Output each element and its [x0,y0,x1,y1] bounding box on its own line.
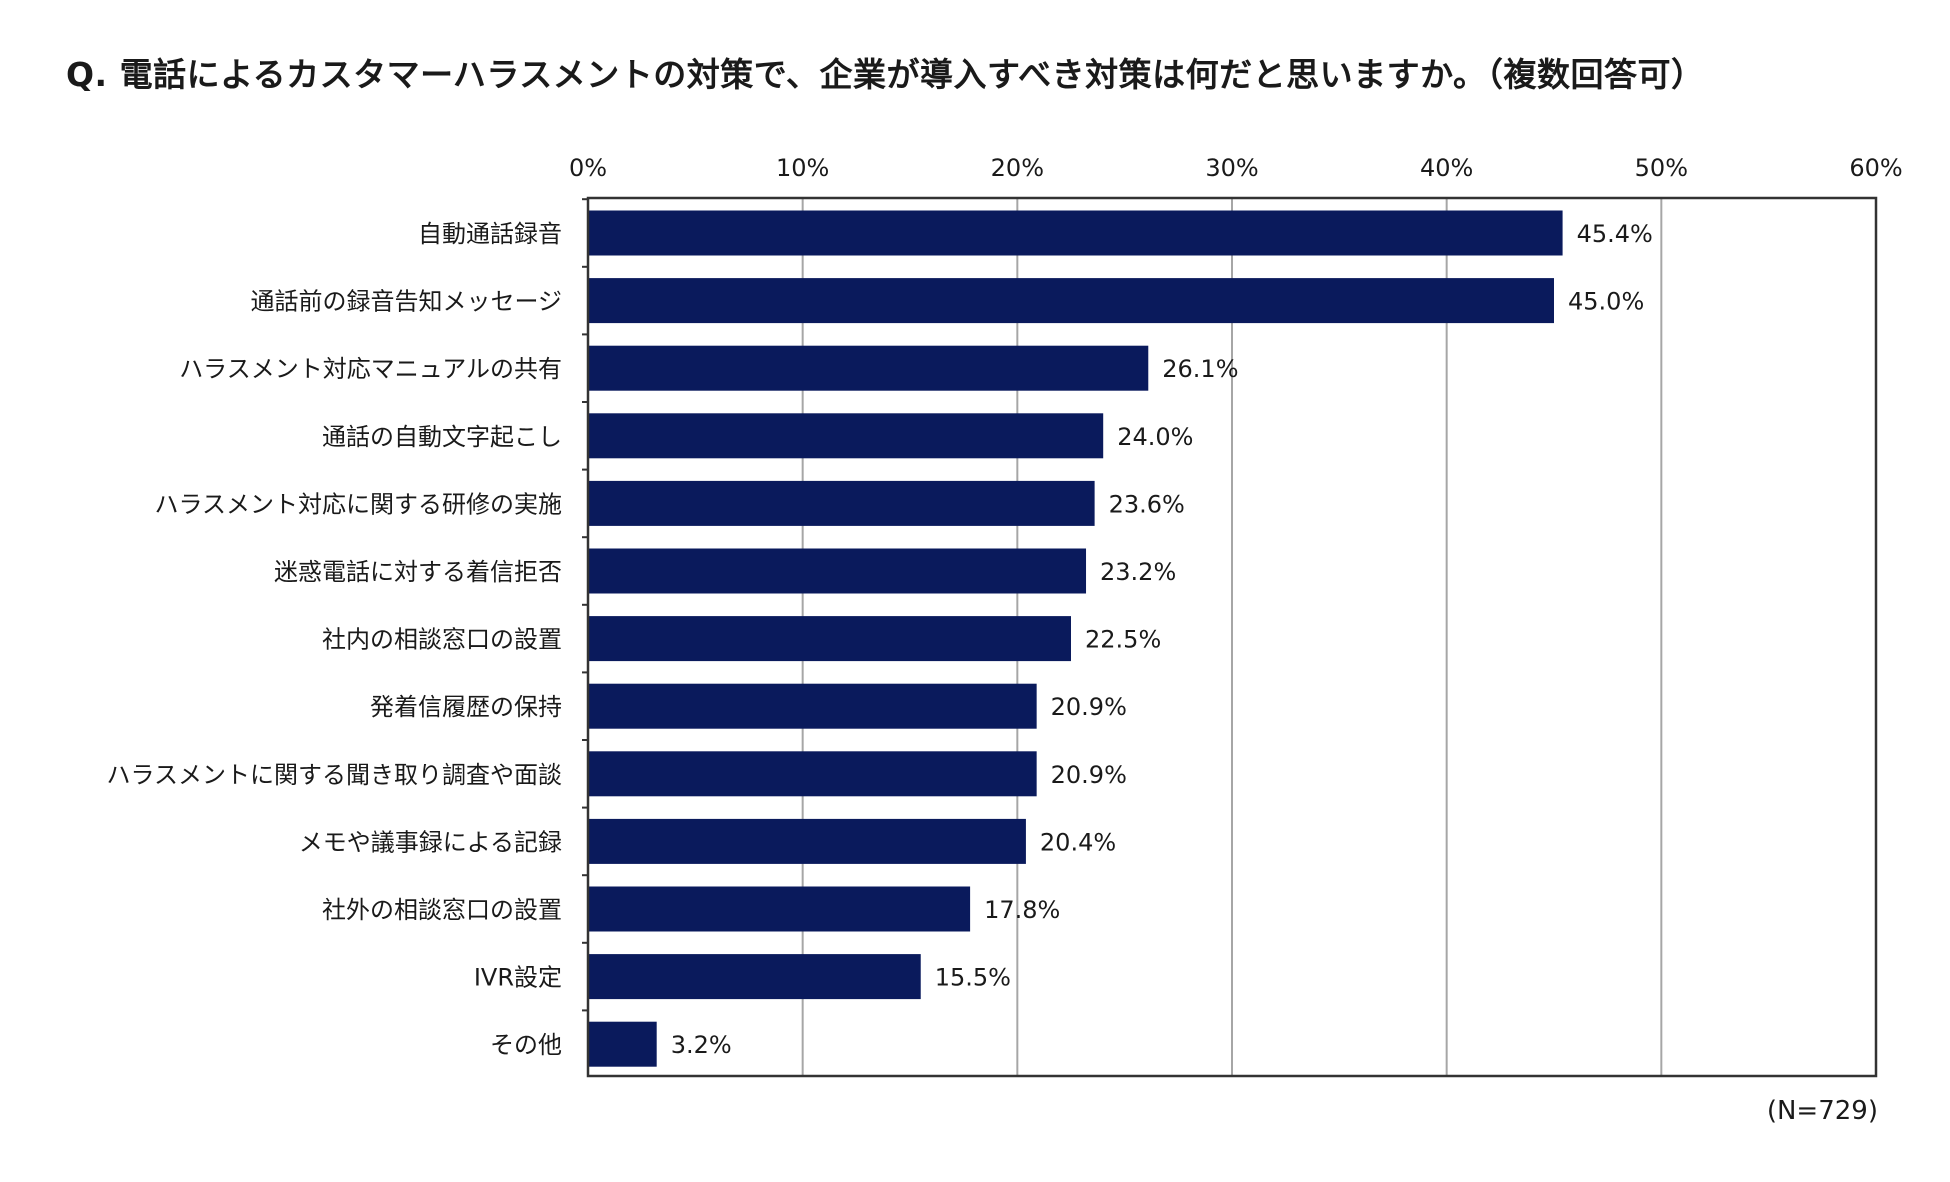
plot-frame-layer [582,196,1878,1078]
data-label: 20.4% [1040,828,1116,856]
tick-label-layer: 0% 10% 20% 30% 40% 50% 60% [569,154,1903,182]
bar-layer [588,210,1563,1067]
category-label: IVR設定 [474,964,562,992]
x-tick-label: 10% [776,154,829,182]
bar [588,954,921,1000]
data-label: 23.2% [1100,558,1176,586]
data-label: 45.4% [1577,220,1653,248]
category-label: 自動通話録音 [418,220,562,248]
plot-frame [586,196,1878,1078]
data-label: 24.0% [1117,423,1193,451]
bar [588,1021,657,1067]
bar [588,345,1149,391]
x-tick-label: 40% [1420,154,1473,182]
x-tick-label: 50% [1635,154,1688,182]
data-label: 23.6% [1109,490,1185,518]
bar [588,886,971,932]
category-label: 通話の自動文字起こし [322,423,562,451]
data-label: 22.5% [1085,626,1161,654]
sample-size-note: (N=729) [1766,1096,1878,1126]
x-tick-label: 30% [1205,154,1258,182]
data-label: 20.9% [1051,761,1127,789]
category-label: 発着信履歴の保持 [370,693,562,721]
category-label: 迷惑電話に対する着信拒否 [274,558,562,586]
data-label: 17.8% [984,896,1060,924]
category-label-layer: 自動通話録音通話前の録音告知メッセージハラスメント対応マニュアルの共有通話の自動… [106,220,562,1059]
category-label: 社外の相談窓口の設置 [322,896,562,924]
x-tick-label: 0% [569,154,607,182]
bar [588,210,1563,256]
data-label: 15.5% [935,964,1011,992]
data-label: 45.0% [1568,288,1644,316]
category-label: 通話前の録音告知メッセージ [250,288,562,316]
category-label: ハラスメント対応マニュアルの共有 [179,355,562,383]
data-label: 26.1% [1162,355,1238,383]
bar [588,818,1026,864]
category-label: 社内の相談窓口の設置 [322,626,562,654]
category-label: その他 [490,1031,562,1059]
bar [588,751,1037,797]
data-label: 20.9% [1051,693,1127,721]
category-label: メモや議事録による記録 [299,828,562,856]
bar [588,683,1037,729]
bar [588,480,1095,526]
bar [588,278,1554,324]
category-label: ハラスメントに関する聞き取り調査や面談 [106,761,562,789]
bar [588,548,1087,594]
x-tick-label: 20% [991,154,1044,182]
chart-title: Q. 電話によるカスタマーハラスメントの対策で、企業が導入すべき対策は何だと思い… [66,55,1705,94]
x-tick-label: 60% [1849,154,1902,182]
data-label-layer: 45.4% 45.0% 26.1% 24.0% 23.6% 23.2% 22.5% 20.9%… [671,220,1653,1059]
category-label: ハラスメント対応に関する研修の実施 [154,490,562,518]
data-label: 3.2% [671,1031,732,1059]
bar [588,616,1071,662]
bar [588,413,1104,459]
